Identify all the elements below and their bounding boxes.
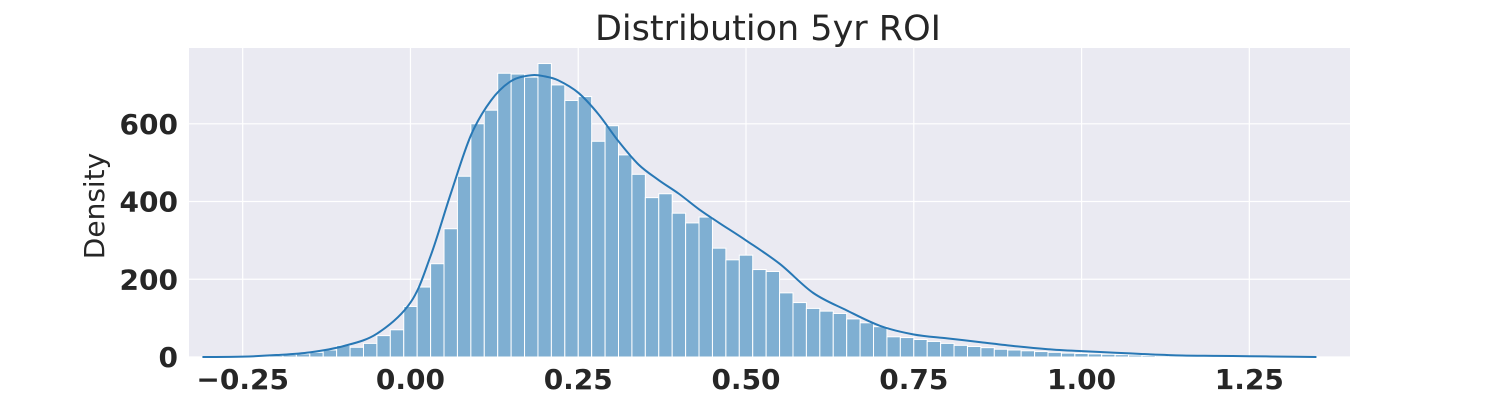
histogram-bar	[913, 339, 928, 358]
histogram-bar	[430, 263, 445, 358]
histogram-bar	[859, 322, 875, 358]
histogram-bar	[940, 342, 955, 358]
histogram-bar	[644, 197, 660, 358]
histogram-bar	[752, 269, 767, 358]
histogram-bar	[1128, 354, 1143, 358]
y-tick-label: 200	[120, 263, 178, 296]
histogram-bar	[765, 270, 781, 358]
histogram-bar	[725, 259, 740, 358]
histogram-bar	[577, 96, 593, 358]
histogram-bar	[416, 286, 432, 358]
histogram-bar	[1154, 355, 1170, 358]
histogram-bar	[537, 63, 552, 358]
histogram-bar	[550, 84, 566, 358]
histogram-bar	[618, 154, 633, 358]
histogram-bar	[819, 310, 834, 358]
y-axis-ticks: 0 200 400 600	[120, 108, 178, 374]
histogram-bar	[564, 99, 579, 358]
histogram-bar	[1047, 351, 1062, 358]
histogram-bar	[980, 347, 995, 358]
histogram-bar	[899, 337, 915, 358]
histogram-bar	[510, 73, 526, 358]
histogram-bar	[832, 312, 848, 358]
histogram-bar	[1060, 352, 1076, 358]
histogram-bar	[443, 228, 458, 358]
histogram-bar	[362, 342, 378, 358]
histogram-bar	[966, 346, 982, 358]
histogram-bar	[993, 348, 1009, 358]
histogram-bars	[201, 63, 1317, 358]
histogram-bar	[792, 302, 807, 358]
histogram-bar	[1114, 354, 1130, 358]
histogram-bar	[1141, 354, 1156, 358]
x-tick-label: 1.00	[1047, 363, 1116, 396]
x-tick-label: −0.25	[196, 363, 289, 396]
y-tick-label: 0	[159, 341, 178, 374]
histogram-bar	[685, 222, 700, 358]
histogram-bar	[403, 305, 418, 358]
histogram-bar	[873, 326, 888, 358]
histogram-bar	[738, 254, 754, 358]
histogram-bar	[1101, 353, 1116, 358]
histogram-bar	[805, 307, 821, 358]
histogram-bar	[470, 123, 485, 358]
histogram-bar	[846, 318, 861, 358]
histogram-bar	[953, 344, 968, 358]
kde-curve	[202, 73, 1317, 358]
histogram-bar	[886, 336, 901, 358]
x-tick-label: 0.75	[879, 363, 948, 396]
histogram-bar	[604, 125, 620, 358]
x-tick-label: 0.50	[711, 363, 780, 396]
y-axis-label: Density	[78, 153, 111, 259]
histogram-bar	[711, 247, 727, 358]
chart-title: Distribution 5yr ROI	[595, 9, 941, 49]
histogram-bar	[779, 292, 794, 358]
histogram-bar	[658, 193, 673, 358]
histogram-bar	[1007, 349, 1022, 358]
histogram-bar	[349, 346, 364, 358]
histogram-bar	[591, 140, 606, 358]
x-tick-label: 1.25	[1215, 363, 1284, 396]
histogram-bar	[456, 175, 472, 358]
histogram-bar	[1074, 353, 1089, 358]
histogram-bar	[322, 349, 338, 358]
histogram-bar	[483, 109, 499, 358]
histogram-bar	[671, 212, 687, 358]
histogram-bar	[1020, 350, 1036, 358]
y-tick-label: 400	[120, 186, 178, 219]
histogram-bar	[389, 329, 405, 358]
histogram-bar	[926, 340, 942, 358]
x-axis-ticks: −0.25 0.00 0.25 0.50 0.75 1.00 1.25	[196, 363, 1283, 396]
y-tick-label: 600	[120, 108, 178, 141]
histogram-bar	[631, 173, 646, 358]
histogram-bar	[1087, 353, 1103, 358]
x-tick-label: 0.25	[544, 363, 613, 396]
histogram-bar	[1034, 351, 1049, 358]
histogram-bar	[524, 76, 539, 358]
histogram-bar	[698, 216, 713, 358]
histogram-bar	[376, 335, 391, 358]
x-tick-label: 0.00	[376, 363, 445, 396]
histogram-bar	[497, 72, 512, 358]
